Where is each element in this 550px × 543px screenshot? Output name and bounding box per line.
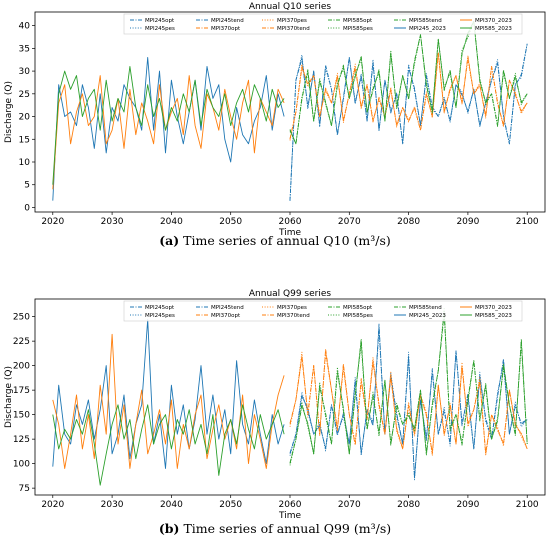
legend-label: MPI245_2023 (409, 313, 446, 319)
legend-box (123, 300, 523, 322)
y-tick-label: 25 (19, 90, 30, 100)
y-tick-label: 100 (13, 460, 30, 470)
x-tick-label: 2100 (516, 217, 539, 227)
y-tick-label: 10 (19, 158, 31, 168)
legend-label: MPI585tend (409, 305, 442, 311)
series-line-MPI585tend (289, 20, 528, 145)
series-line-MPI585tend (289, 313, 528, 463)
legend-label: MPI370opt (211, 313, 241, 319)
legend-label: MPI370pes (277, 18, 307, 24)
series-line-MPI370opt (289, 52, 528, 140)
legend-box (123, 13, 523, 35)
x-tick-label: 2090 (456, 500, 479, 510)
legend-label: MPI585opt (343, 305, 373, 311)
legend-label: MPI585pes (343, 313, 373, 319)
chart-panel-1: Annual Q99 series 2020 2030 2040 2050 2060 207… (4, 289, 546, 521)
y-tick-label: 250 (13, 313, 30, 323)
caption-a: (a) Time series of annual Q10 (m³/s) (0, 233, 550, 248)
series-line-MPI245tend (289, 323, 528, 478)
x-tick-label: 2040 (160, 217, 183, 227)
legend-label: MPI245tend (211, 18, 244, 24)
legend: MPI245opt MPI245pes MPI245tend MPI370opt MPI… (123, 13, 523, 35)
x-tick-label: 2080 (397, 500, 420, 510)
legend-label: MPI245_2023 (409, 26, 446, 32)
caption-b-label: (b) (158, 521, 180, 536)
series-line-MPI585_2023 (52, 66, 285, 185)
series-line-MPI585opt (289, 20, 528, 145)
series-line-MPI370tend (289, 52, 528, 139)
series-line-MPI370pes (289, 351, 528, 457)
x-tick-label: 2060 (279, 500, 302, 510)
legend: MPI245opt MPI245pes MPI245tend MPI370opt MPI… (123, 300, 523, 322)
legend-label: MPI585_2023 (475, 313, 512, 319)
y-tick-label: 15 (19, 135, 30, 145)
x-tick-label: 2030 (101, 217, 124, 227)
legend-label: MPI585pes (343, 26, 373, 32)
series-line-MPI245_2023 (52, 57, 285, 201)
series-line-MPI370opt (289, 350, 528, 455)
x-axis-label: Time (278, 228, 301, 238)
x-tick-label: 2090 (456, 217, 479, 227)
chart-title: Annual Q10 series (249, 2, 332, 12)
caption-b-text: Time series of annual Q99 (m³/s) (183, 521, 392, 536)
y-axis-label: Discharge (Q) (4, 81, 14, 143)
series-line-MPI245_2023 (52, 319, 285, 469)
y-tick-label: 30 (19, 67, 31, 77)
x-tick-label: 2070 (338, 500, 361, 510)
legend-label: MPI370_2023 (475, 18, 512, 24)
x-tick-label: 2080 (397, 217, 420, 227)
caption-a-text: Time series of annual Q10 (m³/s) (183, 233, 391, 248)
y-tick-label: 5 (24, 181, 30, 191)
series-line-MPI585_2023 (52, 404, 285, 486)
x-tick-label: 2040 (160, 500, 183, 510)
legend-label: MPI245tend (211, 305, 244, 311)
y-tick-label: 225 (13, 337, 30, 347)
series-line-MPI585pes (289, 306, 528, 466)
y-tick-label: 150 (13, 411, 30, 421)
series-line-MPI585opt (289, 311, 528, 464)
series-line-MPI370_2023 (52, 333, 285, 469)
legend-label: MPI370pes (277, 305, 307, 311)
x-tick-label: 2100 (516, 500, 539, 510)
chart-title: Annual Q99 series (249, 289, 332, 299)
series-line-MPI370tend (289, 348, 528, 454)
legend-label: MPI370tend (277, 26, 310, 32)
legend-label: MPI370opt (211, 26, 241, 32)
y-tick-label: 125 (13, 435, 30, 445)
legend-label: MPI245pes (145, 313, 175, 319)
legend-label: MPI245opt (145, 18, 175, 24)
legend-label: MPI585tend (409, 18, 442, 24)
caption-b: (b) Time series of annual Q99 (m³/s) (0, 521, 550, 536)
y-tick-label: 35 (19, 44, 30, 54)
y-tick-label: 20 (19, 113, 31, 123)
caption-a-label: (a) (159, 233, 180, 248)
series-line-MPI245tend (289, 43, 528, 201)
y-axis-label: Discharge (Q) (4, 366, 14, 428)
legend-label: MPI245pes (145, 26, 175, 32)
y-tick-label: 175 (13, 386, 30, 396)
y-tick-label: 40 (19, 22, 31, 32)
x-tick-label: 2030 (101, 500, 124, 510)
series-line-MPI370_2023 (52, 75, 285, 190)
x-tick-label: 2050 (219, 500, 242, 510)
y-tick-label: 0 (24, 203, 30, 213)
x-tick-label: 2070 (338, 217, 361, 227)
x-tick-label: 2050 (219, 217, 242, 227)
x-tick-label: 2020 (41, 217, 64, 227)
series-line-MPI245opt (289, 325, 528, 479)
legend-label: MPI245opt (145, 305, 175, 311)
x-tick-label: 2020 (41, 500, 64, 510)
series-line-MPI585pes (289, 20, 528, 145)
legend-label: MPI370_2023 (475, 305, 512, 311)
legend-label: MPI585_2023 (475, 26, 512, 32)
legend-label: MPI585opt (343, 18, 373, 24)
x-axis-label: Time (278, 511, 301, 521)
y-tick-label: 75 (19, 484, 30, 494)
legend-label: MPI370tend (277, 313, 310, 319)
x-tick-label: 2060 (279, 217, 302, 227)
y-tick-label: 200 (13, 362, 30, 372)
